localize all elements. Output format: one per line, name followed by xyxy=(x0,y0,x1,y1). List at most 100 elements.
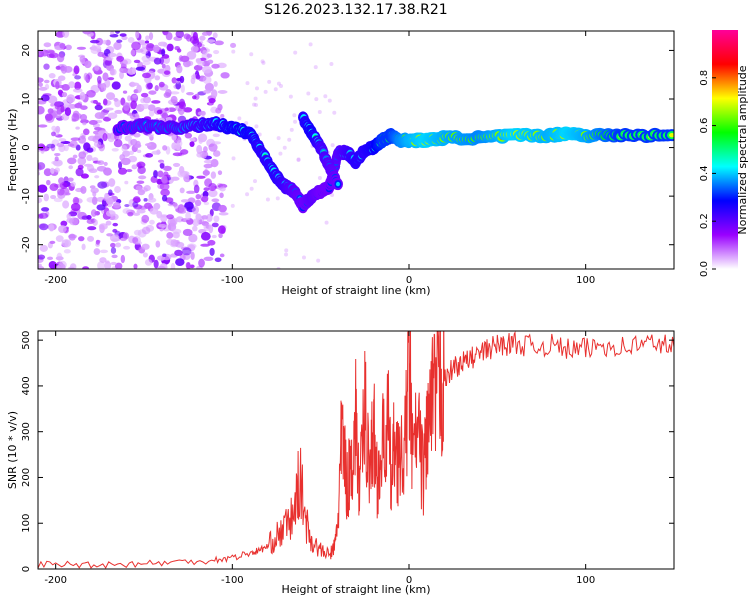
spectrogram-noise-cell xyxy=(301,255,306,260)
snr-y-tick-label: 400 xyxy=(21,376,32,395)
spectrogram-noise-cell xyxy=(93,141,102,148)
spectrogram-noise-cell xyxy=(213,49,220,55)
spectrogram-noise-cell xyxy=(163,70,171,75)
spectrogram-noise-cell xyxy=(131,235,142,245)
spectrogram-noise-cell xyxy=(172,228,182,235)
spectrogram-noise-cell xyxy=(170,176,180,181)
spectrogram-noise-cell xyxy=(105,210,116,217)
spectrogram-noise-cell xyxy=(211,234,217,239)
spectrogram-noise-cell xyxy=(108,189,113,196)
spectrogram-noise-cell xyxy=(209,247,215,256)
spectrogram-noise-cell xyxy=(136,84,142,94)
spectrogram-noise-cell xyxy=(192,38,200,47)
spectrogram-noise-cell xyxy=(180,84,185,93)
colorbar-tick-label: 0.4 xyxy=(699,165,710,181)
spectrogram-noise-cell xyxy=(156,210,163,219)
spectrogram-noise-cell xyxy=(54,101,61,110)
spectrogram-noise-cell xyxy=(103,161,108,166)
spectrogram-noise-cell xyxy=(75,187,84,193)
spectrogram-noise-cell xyxy=(199,35,206,41)
spectrogram-noise-cell xyxy=(133,132,141,138)
spectrogram-noise-cell xyxy=(207,239,216,246)
spectrogram-noise-cell xyxy=(214,40,224,46)
spectrogram-noise-cell xyxy=(40,94,50,102)
spectrogram-noise-cell xyxy=(87,226,97,231)
spectrogram-noise-cell xyxy=(324,220,329,225)
spectrogram-noise-cell xyxy=(68,217,79,226)
spectrogram-noise-cell xyxy=(44,83,50,90)
spectrogram-noise-cell xyxy=(144,40,150,44)
spectrogram-noise-cell xyxy=(151,150,161,155)
spectrogram-noise-cell xyxy=(127,37,135,43)
spectrogram-noise-cell xyxy=(201,31,209,36)
spectrogram-noise-cell xyxy=(66,213,71,220)
spectrogram-noise-cell xyxy=(70,137,81,141)
spectrogram-noise-cell xyxy=(115,242,122,248)
spectrogram-y-tick-label: 10 xyxy=(21,93,32,106)
spectrogram-noise-cell xyxy=(107,77,115,81)
spectrogram-noise-cell xyxy=(46,179,51,186)
colorbar-gradient xyxy=(712,30,738,269)
spectrogram-noise-cell xyxy=(38,197,43,204)
spectrogram-noise-cell xyxy=(192,95,197,100)
spectrogram-noise-cell xyxy=(80,173,89,179)
spectrogram-noise-cell xyxy=(220,72,230,79)
spectrogram-noise-cell xyxy=(127,211,134,217)
spectrogram-noise-cell xyxy=(70,181,76,187)
spectrogram-noise-cell xyxy=(82,266,90,269)
spectrogram-noise-cell xyxy=(330,143,335,148)
spectrogram-noise-cell xyxy=(38,82,43,87)
spectrogram-noise-cell xyxy=(296,157,301,162)
spectrogram-noise-cell xyxy=(257,132,262,137)
spectrogram-noise-cell xyxy=(162,253,167,258)
spectrogram-noise-cell xyxy=(54,156,59,162)
spectrogram-noise-cell xyxy=(111,238,121,242)
spectrogram-noise-cell xyxy=(159,162,165,169)
spectrogram-noise-cell xyxy=(55,125,61,133)
spectrogram-noise-cell xyxy=(39,223,49,231)
spectrogram-noise-cell xyxy=(218,212,229,216)
spectrogram-noise-cell xyxy=(110,235,120,239)
spectrogram-noise-cell xyxy=(161,175,168,184)
spectrogram-noise-cell xyxy=(105,220,112,226)
spectrogram-noise-cell xyxy=(254,86,259,91)
snr-x-tick-label: -100 xyxy=(221,575,244,586)
spectrogram-noise-cell xyxy=(113,41,122,51)
spectrogram-noise-cell xyxy=(165,32,173,41)
spectrogram-noise-cell xyxy=(141,243,150,250)
spectrogram-noise-cell xyxy=(218,204,227,213)
spectrogram-noise-cell xyxy=(174,249,183,256)
spectrogram-noise-cell xyxy=(136,149,142,154)
spectrogram-noise-cell xyxy=(48,224,55,232)
spectrogram-noise-cell xyxy=(59,42,66,49)
spectrogram-noise-cell xyxy=(253,96,258,101)
spectrogram-noise-cell xyxy=(140,103,150,110)
spectrogram-noise-cell xyxy=(84,60,92,69)
spectrogram-noise-cell xyxy=(110,261,117,266)
colorbar-tick-label: 0.2 xyxy=(699,213,710,229)
spectrogram-noise-cell xyxy=(196,144,203,154)
spectrogram-noise-cell xyxy=(252,102,257,107)
spectrogram-noise-cell xyxy=(263,89,268,94)
colorbar-tick-label: 0.6 xyxy=(699,118,710,134)
spectrogram-noise-cell xyxy=(90,46,100,55)
snr-x-label: Height of straight line (km) xyxy=(281,583,430,596)
spectrogram-noise-cell xyxy=(143,198,148,202)
spectrogram-noise-cell xyxy=(61,239,72,248)
spectrogram-noise-cell xyxy=(231,156,236,161)
spectrogram-noise-cell xyxy=(211,198,220,203)
spectrogram-noise-cell xyxy=(55,81,60,90)
spectrogram-noise-cell xyxy=(111,254,118,259)
spectrogram-noise-cell xyxy=(48,73,56,79)
spectrogram-noise-cell xyxy=(131,164,138,170)
snr-y-label: SNR (10 * v/v) xyxy=(6,411,19,489)
spectrogram-noise-cell xyxy=(214,257,222,263)
spectrogram-noise-cell xyxy=(203,159,214,164)
spectrogram-noise-cell xyxy=(177,169,186,178)
spectrogram-noise-cell xyxy=(163,42,168,48)
spectrogram-noise-cell xyxy=(61,91,68,98)
spectrogram-noise-cell xyxy=(55,235,64,242)
spectrogram-heatmap xyxy=(38,31,674,269)
spectrogram-noise-cell xyxy=(122,58,132,65)
spectrogram-noise-cell xyxy=(43,63,50,70)
